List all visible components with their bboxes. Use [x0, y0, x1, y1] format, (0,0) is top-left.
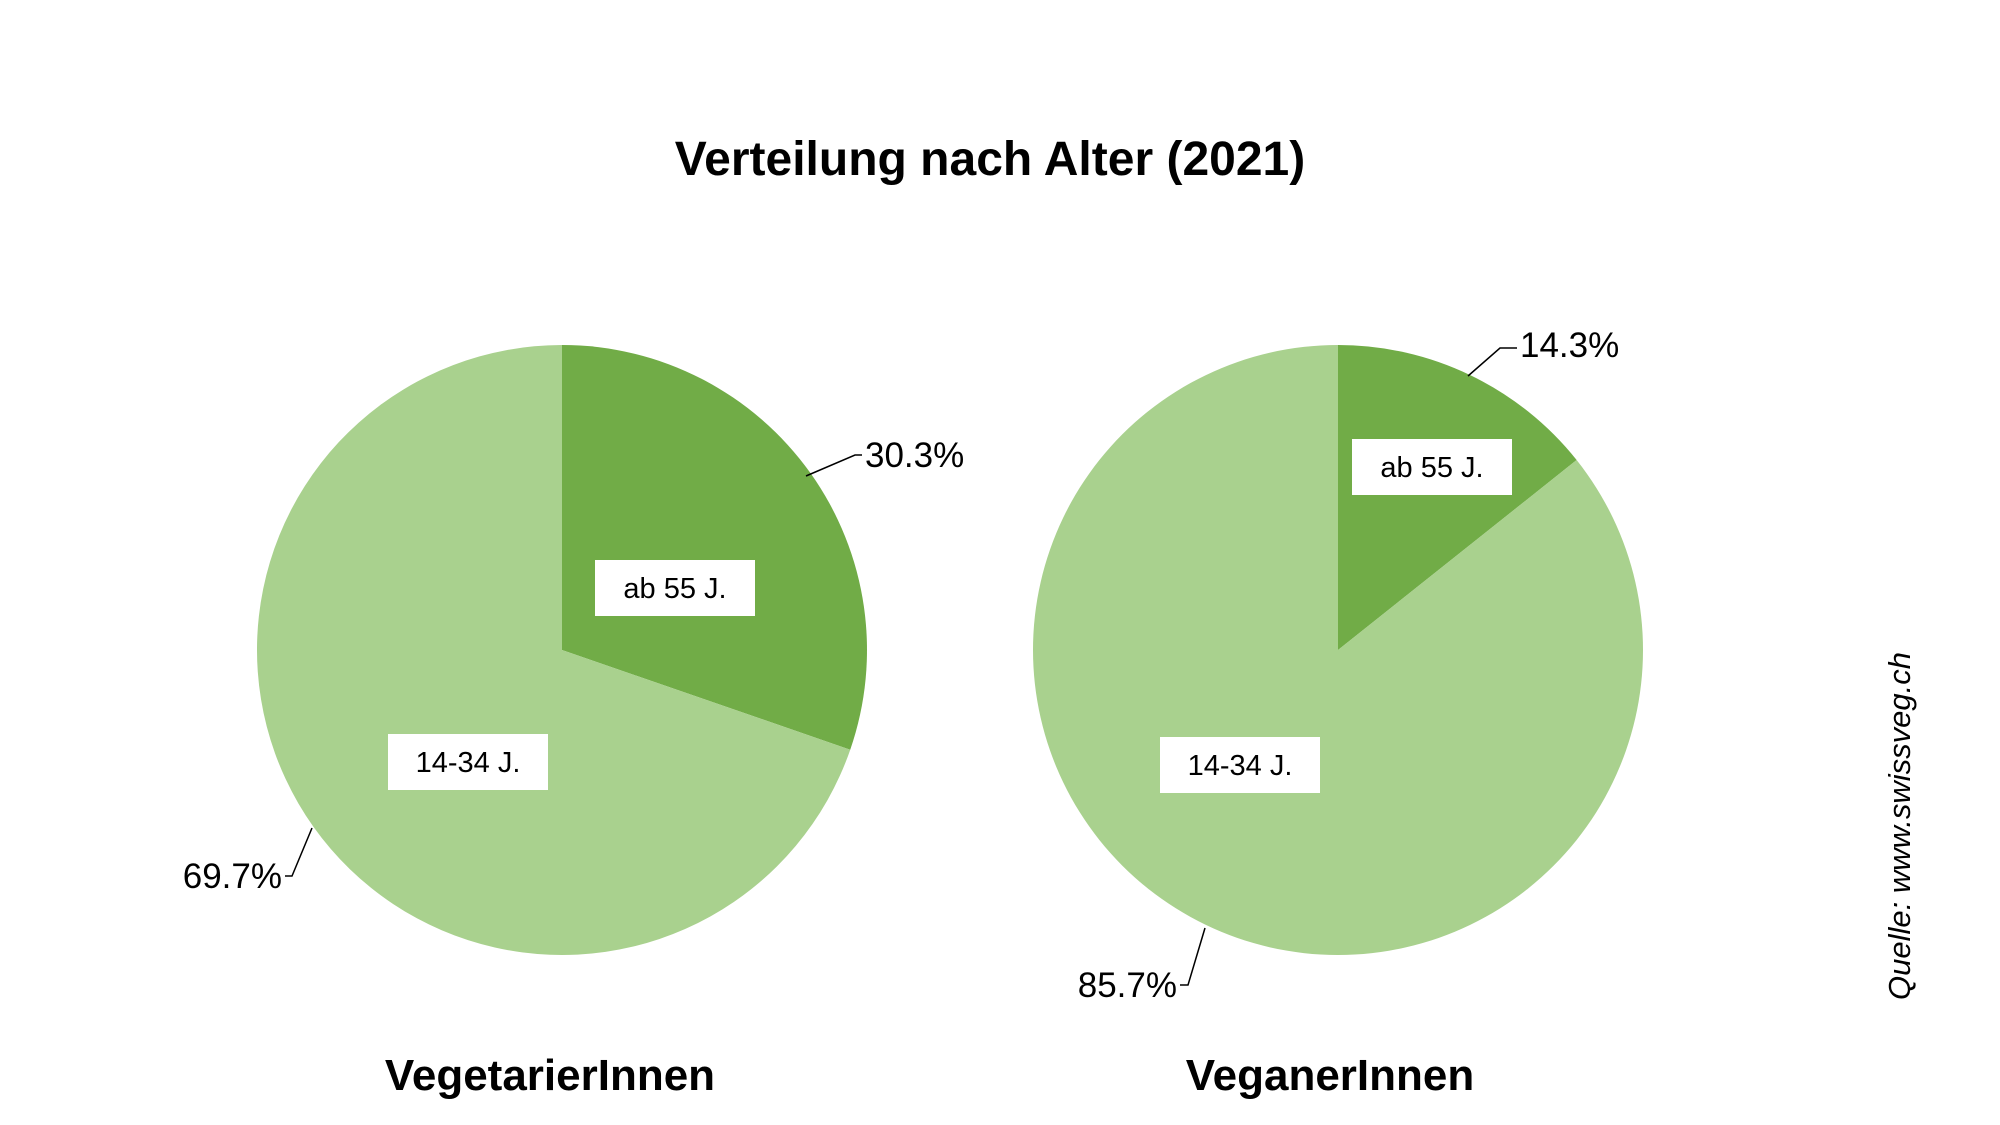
pie-chart-vegans: ab 55 J. 14-34 J. 14.3% 85.7%	[1033, 326, 1643, 1005]
slice-value-label-0-1: 69.7%	[183, 857, 282, 896]
leader-line-0-1	[285, 828, 312, 876]
pie-title-vegetarians: VegetarierInnen	[385, 1051, 715, 1100]
leader-line-1-0	[1468, 348, 1517, 376]
slice-value-label-1-1: 85.7%	[1078, 966, 1177, 1005]
chart-canvas: Verteilung nach Alter (2021) ab 55 J. 14-…	[0, 0, 2000, 1125]
slice-label-0-1: 14-34 J.	[416, 747, 521, 779]
slice-label-1-1: 14-34 J.	[1188, 750, 1293, 782]
slice-label-0-0: ab 55 J.	[623, 573, 726, 605]
leader-line-1-1	[1180, 928, 1205, 985]
leader-line-0-0	[806, 455, 862, 476]
slice-label-1-0: ab 55 J.	[1380, 452, 1483, 484]
slice-value-label-1-0: 14.3%	[1520, 326, 1619, 365]
pie-chart-vegetarians: ab 55 J. 14-34 J. 30.3% 69.7%	[183, 345, 965, 955]
slice-value-label-0-0: 30.3%	[865, 436, 964, 475]
source-credit: Quelle: www.swissveg.ch	[1882, 652, 1917, 1000]
chart-title: Verteilung nach Alter (2021)	[675, 133, 1305, 186]
pie-title-vegans: VeganerInnen	[1186, 1051, 1475, 1100]
